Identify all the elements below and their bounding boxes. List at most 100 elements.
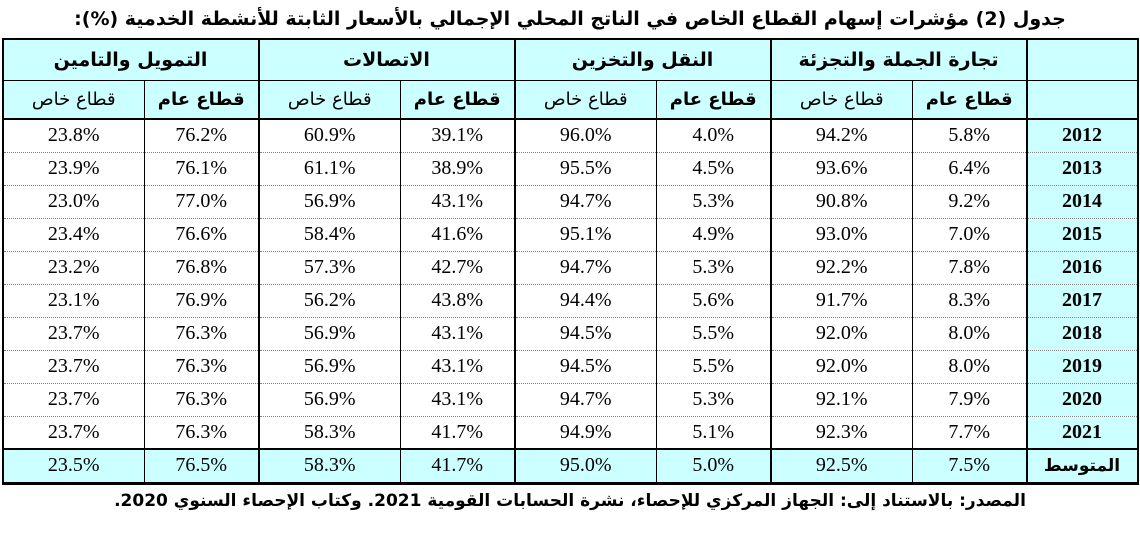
finance-public-value: 76.3% [144,349,259,383]
communications-public-value: 38.9% [400,151,515,185]
table-row: 2012 5.8% 94.2% 4.0% 96.0% 39.1% 60.9% 76.2% 23.… [1,119,1138,152]
transport-public-value: 5.5% [656,316,771,350]
year-cell: 2019 [1025,349,1138,383]
finance-public-value: 76.5% [144,448,259,483]
year-cell: 2013 [1025,151,1138,185]
table-row: 2018 8.0% 92.0% 5.5% 94.5% 43.1% 56.9% 76.3% 23.… [1,316,1138,350]
table-body: 2012 5.8% 94.2% 4.0% 96.0% 39.1% 60.9% 76.2% 23.… [1,119,1138,483]
finance-private-value: 23.4% [1,217,145,251]
finance-private-value: 23.7% [1,382,145,416]
finance-private-value: 23.2% [1,250,145,284]
table-row: 2015 7.0% 93.0% 4.9% 95.1% 41.6% 58.4% 76.6% 23.… [1,217,1138,251]
year-cell: 2012 [1025,119,1138,152]
trade-public-value: 8.3% [912,283,1027,317]
transport-private-value: 94.5% [513,316,657,350]
year-cell: 2014 [1025,184,1138,218]
trade-public-value: 8.0% [912,349,1027,383]
finance-private-value: 23.9% [1,151,145,185]
communications-private-value: 58.3% [257,415,401,449]
transport-private-value: 94.4% [513,283,657,317]
finance-public-value: 76.3% [144,415,259,449]
table-row: 2013 6.4% 93.6% 4.5% 95.5% 38.9% 61.1% 76.1% 23.… [1,151,1138,185]
trade-private-value: 93.6% [769,151,913,185]
finance-private-value: 23.8% [1,119,145,152]
transport-private-value: 95.5% [513,151,657,185]
communications-private-value: 56.9% [257,184,401,218]
finance-private-value: 23.0% [1,184,145,218]
trade-private-value: 94.2% [769,119,913,152]
average-row: المتوسط 7.5% 92.5% 5.0% 95.0% 41.7% 58.3% 76.5%… [1,448,1138,483]
subheader-public-sector: قطاع عام [400,80,515,120]
transport-private-value: 94.5% [513,349,657,383]
trade-public-value: 9.2% [912,184,1027,218]
communications-private-value: 57.3% [257,250,401,284]
communications-public-value: 43.1% [400,316,515,350]
year-cell: 2020 [1025,382,1138,416]
finance-public-value: 76.6% [144,217,259,251]
communications-public-value: 43.8% [400,283,515,317]
communications-public-value: 43.1% [400,382,515,416]
transport-private-value: 94.9% [513,415,657,449]
finance-private-value: 23.5% [1,448,145,483]
subheader-public-sector: قطاع عام [656,80,771,120]
communications-public-value: 41.7% [400,415,515,449]
trade-private-value: 90.8% [769,184,913,218]
table-header: تجارة الجملة والتجزئة النقل والتخزين الا… [1,39,1138,120]
finance-private-value: 23.7% [1,316,145,350]
communications-private-value: 56.9% [257,382,401,416]
group-header-communications: الاتصالات [257,39,515,81]
year-cell: 2016 [1025,250,1138,284]
finance-public-value: 76.2% [144,119,259,152]
transport-public-value: 5.6% [656,283,771,317]
finance-public-value: 76.8% [144,250,259,284]
communications-private-value: 56.2% [257,283,401,317]
year-cell: 2021 [1025,415,1138,449]
subheader-private-sector: قطاع خاص [513,80,657,120]
communications-private-value: 58.3% [257,448,401,483]
table-row: 2016 7.8% 92.2% 5.3% 94.7% 42.7% 57.3% 76.8% 23.… [1,250,1138,284]
year-cell: 2018 [1025,316,1138,350]
transport-public-value: 5.3% [656,250,771,284]
communications-public-value: 41.7% [400,448,515,483]
transport-public-value: 5.0% [656,448,771,483]
table-row: 2020 7.9% 92.1% 5.3% 94.7% 43.1% 56.9% 76.3% 23.… [1,382,1138,416]
finance-public-value: 76.3% [144,382,259,416]
communications-private-value: 56.9% [257,349,401,383]
indicators-table: تجارة الجملة والتجزئة النقل والتخزين الا… [1,38,1139,485]
communications-private-value: 60.9% [257,119,401,152]
finance-public-value: 76.9% [144,283,259,317]
group-header-row: تجارة الجملة والتجزئة النقل والتخزين الا… [1,39,1138,81]
group-header-wholesale-retail-trade: تجارة الجملة والتجزئة [769,39,1027,81]
finance-private-value: 23.7% [1,349,145,383]
trade-private-value: 92.5% [769,448,913,483]
transport-private-value: 96.0% [513,119,657,152]
communications-public-value: 42.7% [400,250,515,284]
trade-private-value: 92.3% [769,415,913,449]
finance-private-value: 23.7% [1,415,145,449]
communications-public-value: 39.1% [400,119,515,152]
transport-private-value: 94.7% [513,250,657,284]
table-row: 2017 8.3% 91.7% 5.6% 94.4% 43.8% 56.2% 76.9% 23.… [1,283,1138,317]
communications-private-value: 58.4% [257,217,401,251]
finance-public-value: 76.3% [144,316,259,350]
year-column-header [1025,39,1138,81]
group-header-finance-insurance: التمويل والتامين [1,39,259,81]
group-header-transport-storage: النقل والتخزين [513,39,771,81]
trade-private-value: 93.0% [769,217,913,251]
trade-private-value: 92.2% [769,250,913,284]
transport-private-value: 94.7% [513,184,657,218]
trade-public-value: 7.5% [912,448,1027,483]
transport-private-value: 94.7% [513,382,657,416]
year-column-subheader [1025,80,1138,120]
transport-private-value: 95.0% [513,448,657,483]
trade-public-value: 7.9% [912,382,1027,416]
trade-public-value: 7.0% [912,217,1027,251]
subheader-public-sector: قطاع عام [912,80,1027,120]
average-label: المتوسط [1025,448,1138,483]
transport-public-value: 4.9% [656,217,771,251]
communications-public-value: 43.1% [400,349,515,383]
trade-public-value: 6.4% [912,151,1027,185]
table-row: 2014 9.2% 90.8% 5.3% 94.7% 43.1% 56.9% 77.0% 23.… [1,184,1138,218]
year-cell: 2017 [1025,283,1138,317]
transport-public-value: 5.3% [656,382,771,416]
